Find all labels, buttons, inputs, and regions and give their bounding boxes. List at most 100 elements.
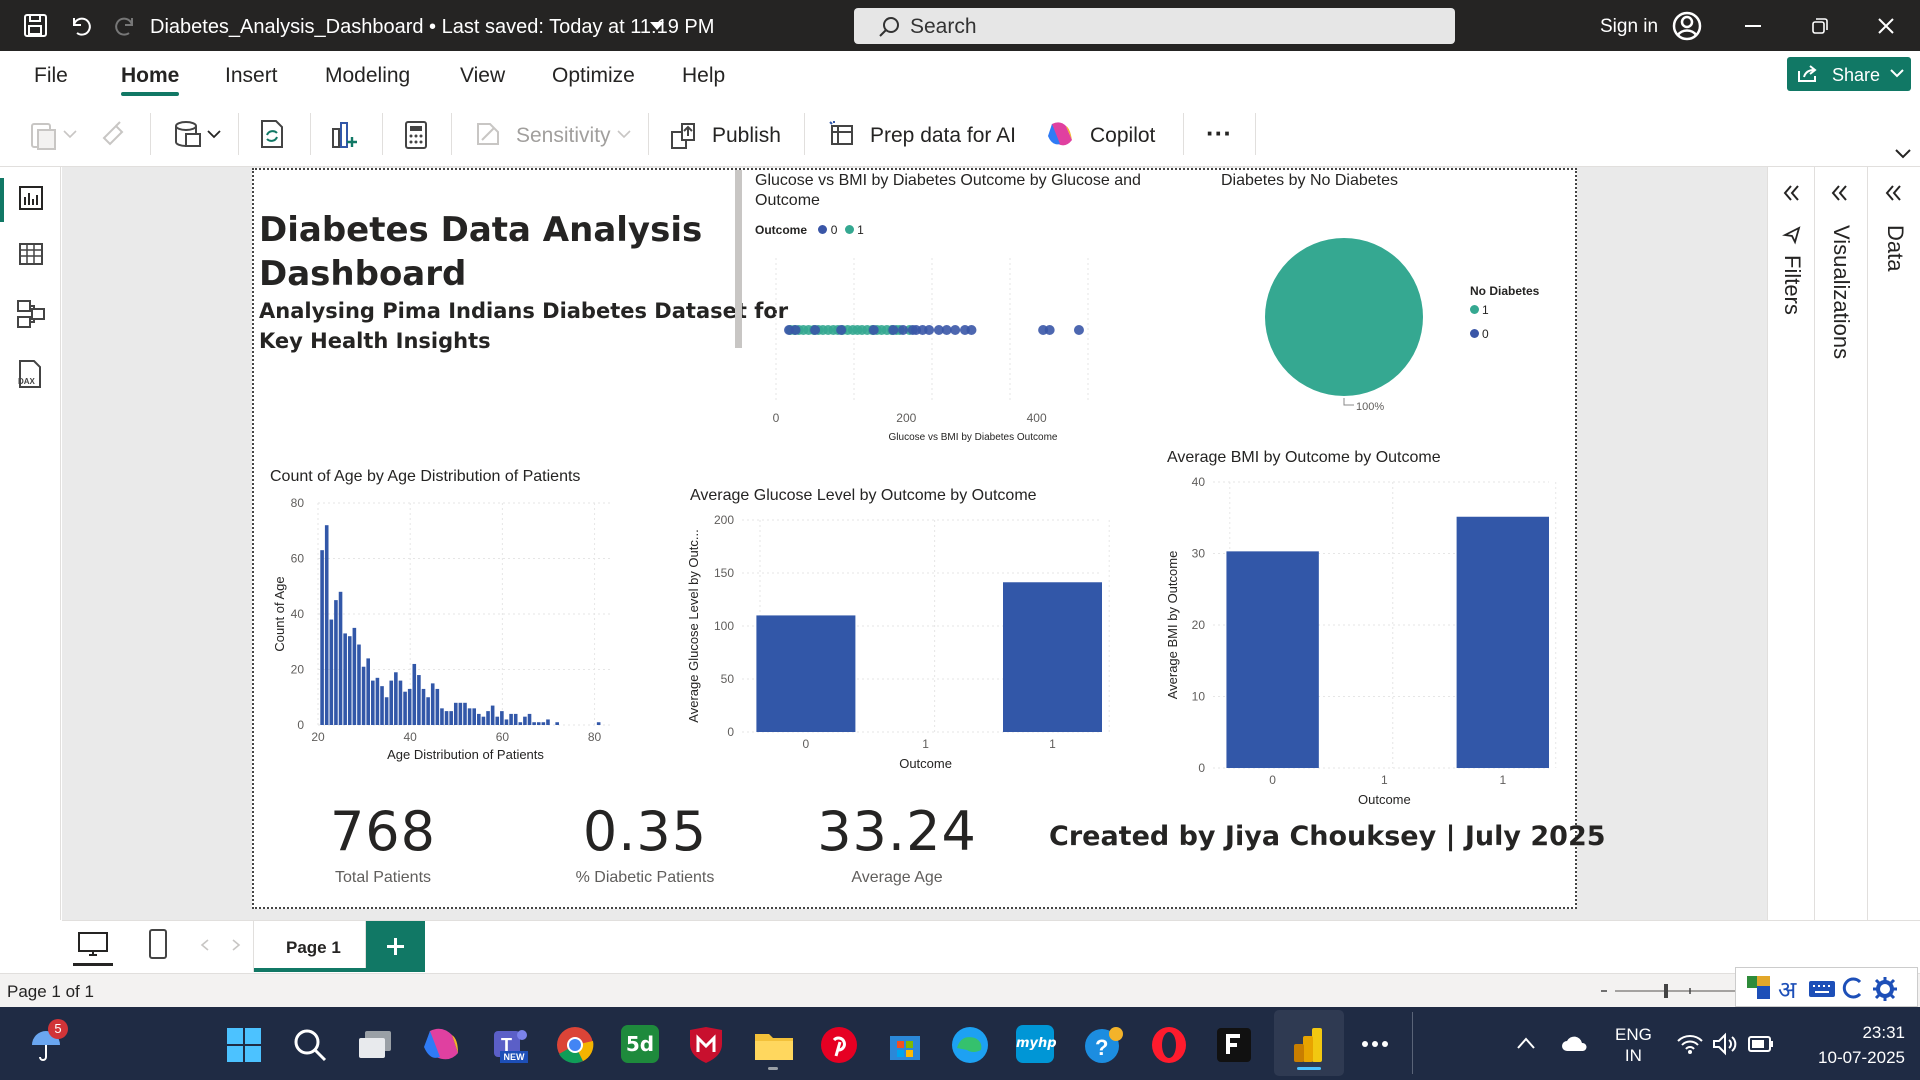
ribbon-tabs: File Home Insert Modeling View Optimize … [0,51,1920,99]
sensitivity-icon[interactable] [474,120,502,148]
tab-insert[interactable]: Insert [225,64,278,87]
minimize-icon[interactable] [1745,25,1761,27]
mobile-layout-icon[interactable] [148,928,168,960]
active-layout-indicator [73,963,113,966]
microsoft-store-icon[interactable] [886,1026,924,1064]
tab-optimize[interactable]: Optimize [552,64,635,87]
language-indicator[interactable]: ENG IN [1615,1024,1652,1066]
copilot-taskbar-icon[interactable] [422,1025,462,1065]
mcafee-icon[interactable] [688,1026,724,1064]
chevron-down-icon[interactable] [63,130,77,139]
chevron-down-icon[interactable] [207,130,221,139]
tab-modeling[interactable]: Modeling [325,64,411,87]
sensitivity-button[interactable]: Sensitivity [516,124,611,147]
search-icon[interactable] [292,1027,328,1063]
paste-icon[interactable] [30,120,58,150]
ime-toolbar[interactable]: अ [1735,967,1918,1007]
page-prev-icon[interactable] [200,939,209,951]
status-bar: Page 1 of 1 अ [0,967,1920,1007]
chrome-icon[interactable] [556,1026,594,1064]
page-tab-page-1[interactable]: Page 1 [253,921,367,972]
zoom-slider[interactable] [1600,984,1750,998]
pinterest-icon[interactable] [820,1026,858,1064]
table-view-icon[interactable] [18,241,44,267]
foxit-icon[interactable] [1215,1026,1253,1064]
5d-app-icon[interactable]: 5d [621,1025,659,1063]
model-view-icon[interactable] [16,299,46,329]
bmi-x-tick: 1 [1381,773,1388,787]
search-input[interactable]: Search [854,8,1455,44]
account-icon[interactable] [1672,11,1702,41]
pie-chart[interactable]: 100% [1250,225,1450,425]
more-options-button[interactable]: ··· [1206,118,1232,148]
redo-icon[interactable] [112,14,136,38]
visualizations-pane-label[interactable]: Visualizations [1829,225,1854,360]
copilot-icon[interactable] [1046,120,1076,148]
hist-y-tick: 0 [297,718,304,732]
refresh-icon[interactable] [258,119,288,151]
wifi-icon[interactable] [1677,1033,1703,1055]
format-painter-icon[interactable] [100,120,128,148]
chevron-down-icon[interactable] [650,22,664,32]
get-help-icon[interactable]: ? [1083,1026,1123,1066]
bmi-bar-chart[interactable]: 0 10 20 30 40 0 1 1 Outcome Average BMI by Outcom… [1165,472,1565,812]
battery-icon[interactable] [1748,1036,1774,1052]
tab-file[interactable]: File [34,64,68,87]
save-icon[interactable] [24,14,48,38]
close-icon[interactable] [1878,18,1894,34]
restore-icon[interactable] [1812,18,1828,34]
tab-home[interactable]: Home [121,64,180,87]
new-visual-icon[interactable] [330,119,360,151]
hist-bar [347,636,352,725]
visual-scrollbar[interactable] [735,170,742,348]
scatter-legend[interactable]: Outcome 0 1 [755,223,864,237]
prep-data-icon[interactable] [828,120,858,148]
filters-pane-label[interactable]: Filters [1780,255,1805,315]
undo-icon[interactable] [70,14,94,38]
opera-icon[interactable] [1150,1026,1188,1064]
report-view-icon[interactable] [18,185,44,211]
hist-bar [320,550,324,725]
expand-data-icon[interactable] [1885,185,1903,201]
copilot-button[interactable]: Copilot [1090,124,1156,147]
chevron-down-icon[interactable] [617,130,631,139]
teams-icon[interactable]: T [490,1025,530,1065]
data-pane-label[interactable]: Data [1883,225,1908,272]
add-page-button[interactable] [366,921,425,972]
expand-filters-icon[interactable] [1783,185,1801,201]
sign-in-link[interactable]: Sign in [1600,16,1659,37]
system-clock[interactable]: 23:31 10-07-2025 [1795,1020,1905,1070]
windows-start-icon[interactable] [226,1027,262,1063]
page-next-icon[interactable] [232,939,241,951]
bmi-y-label: Average BMI by Outcome [1165,551,1180,700]
calculator-icon[interactable] [404,120,428,150]
more-apps-icon[interactable] [1362,1040,1388,1048]
expand-visualizations-icon[interactable] [1831,185,1849,201]
volume-icon[interactable] [1712,1032,1740,1056]
tab-help[interactable]: Help [682,64,726,87]
age-histogram[interactable]: 0 20 40 60 80 20 40 60 80 Age Distribution of Pat… [268,495,668,775]
prep-data-button[interactable]: Prep data for AI [870,124,1016,147]
desktop-layout-icon[interactable] [77,931,109,959]
tab-view[interactable]: View [460,64,506,87]
collapse-ribbon-icon[interactable] [1895,149,1911,159]
publish-icon[interactable] [670,120,700,150]
scatter-chart[interactable]: 0 200 400 Glucose vs BMI by Diabetes Outcom… [760,250,1160,450]
get-data-icon[interactable] [174,120,204,150]
onedrive-cloud-icon[interactable] [1561,1035,1589,1053]
share-button[interactable]: Share [1787,57,1911,91]
bmi-chart-title: Average BMI by Outcome by Outcome [1167,449,1441,466]
file-explorer-icon[interactable] [754,1028,794,1062]
publish-button[interactable]: Publish [712,124,781,147]
hist-bar [500,711,504,725]
edge-icon[interactable] [951,1026,989,1064]
dax-query-icon[interactable]: DAX [16,359,46,389]
pie-legend[interactable]: No Diabetes 1 0 [1470,284,1539,346]
power-bi-icon[interactable] [1290,1026,1328,1064]
task-view-icon[interactable] [357,1029,393,1061]
glucose-bar-chart[interactable]: 0 50 100 150 200 0 1 1 Outcome Average Glucose Le… [686,510,1116,780]
myhp-icon[interactable]: myhp [1016,1025,1057,1063]
page-navigation-bar: Page 1 [62,920,1920,973]
document-title[interactable]: Diabetes_Analysis_Dashboard • Last saved… [150,16,715,38]
chevron-up-icon[interactable] [1517,1037,1535,1049]
